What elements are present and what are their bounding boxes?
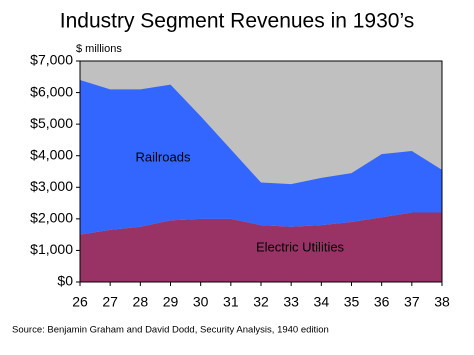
x-tick-label: 33 xyxy=(283,294,299,310)
y-tick-label: $0 xyxy=(57,273,73,289)
x-tick-label: 38 xyxy=(434,294,450,310)
x-tick-label: 32 xyxy=(253,294,269,310)
y-tick-label: $7,000 xyxy=(30,52,73,68)
x-tick-label: 31 xyxy=(223,294,239,310)
y-tick-label: $1,000 xyxy=(30,241,73,257)
x-tick-label: 29 xyxy=(163,294,179,310)
x-tick-label: 35 xyxy=(344,294,360,310)
area xyxy=(80,79,442,235)
x-tick-label: 30 xyxy=(193,294,209,310)
chart-title: Industry Segment Revenues in 1930’s xyxy=(60,10,415,33)
x-tick-label: 34 xyxy=(314,294,330,310)
y-tick-label: $2,000 xyxy=(30,210,73,226)
x-tick-label: 36 xyxy=(374,294,390,310)
area xyxy=(80,212,442,282)
x-tick-label: 37 xyxy=(404,294,420,310)
x-tick-label: 28 xyxy=(133,294,149,310)
x-tick-label: 26 xyxy=(72,294,88,310)
y-tick-label: $4,000 xyxy=(30,146,73,162)
y-tick-label: $6,000 xyxy=(30,83,73,99)
y-tick-label: $5,000 xyxy=(30,115,73,131)
unit-label: $ millions xyxy=(76,43,122,55)
series-label: Electric Utilities xyxy=(256,239,345,254)
series-label: Railroads xyxy=(136,149,191,164)
x-tick-label: 27 xyxy=(102,294,118,310)
source-note: Source: Benjamin Graham and David Dodd, … xyxy=(12,325,329,336)
y-tick-label: $3,000 xyxy=(30,178,73,194)
